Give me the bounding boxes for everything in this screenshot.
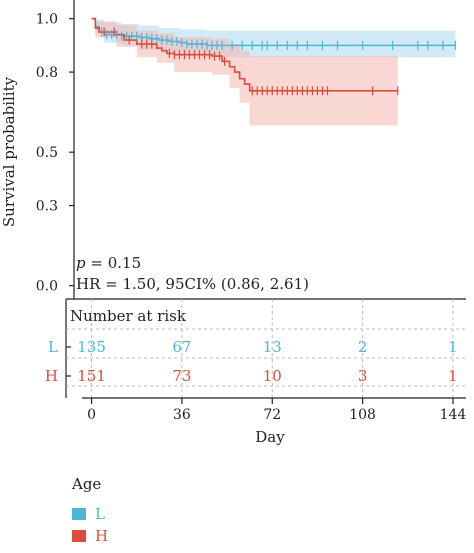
legend-label-h: H [95,527,108,545]
legend-title: Age [71,475,101,493]
legend-swatch-h [72,530,86,542]
risk-table-grid [66,299,466,398]
x-axis-ticks: 0 36 72 108 144 [87,398,466,423]
risk-count-h: 3 [358,367,368,385]
risk-count-h: 151 [77,367,106,385]
legend-label-l: L [95,505,105,523]
censor-marks [101,27,457,96]
legend: LH [72,505,108,545]
p-symbol: p [76,254,86,272]
x-tick-label: 144 [440,407,467,423]
ci-band-h [91,18,398,126]
risk-table-title: Number at risk [70,307,187,325]
risk-count-h: 73 [172,367,191,385]
x-tick-label: 36 [173,407,191,423]
risk-count-l: 2 [358,338,368,356]
p-value-annotation: p = 0.15 [76,254,141,272]
p-value-text: = 0.15 [86,254,142,272]
legend-swatch-l [72,508,86,520]
risk-count-h: 10 [263,367,282,385]
risk-count-l: 135 [77,338,106,356]
risk-count-l: 1 [448,338,458,356]
y-axis-ticks: 0.0 0.3 0.5 0.8 1.0 [36,12,74,295]
y-tick-label: 0.0 [36,279,58,295]
risk-row-label-l: L [48,338,58,356]
risk-count-l: 13 [263,338,282,356]
hr-annotation: HR = 1.50, 95CI% (0.86, 2.61) [76,275,309,293]
risk-count-l: 67 [172,338,191,356]
risk-table-rows: L 135 67 13 2 1 H 151 73 10 3 1 [45,338,458,385]
x-axis-label: Day [255,428,285,446]
risk-row-label-h: H [45,367,58,385]
y-tick-label: 0.8 [36,65,58,81]
y-tick-label: 0.3 [36,199,58,215]
y-tick-label: 0.5 [36,145,58,161]
x-tick-label: 108 [349,407,376,423]
x-tick-label: 0 [87,407,96,423]
risk-count-h: 1 [448,367,458,385]
y-axis-label: Survival probability [0,76,18,227]
confidence-bands [91,18,456,126]
y-tick-label: 1.0 [36,12,58,28]
x-tick-label: 72 [263,407,281,423]
